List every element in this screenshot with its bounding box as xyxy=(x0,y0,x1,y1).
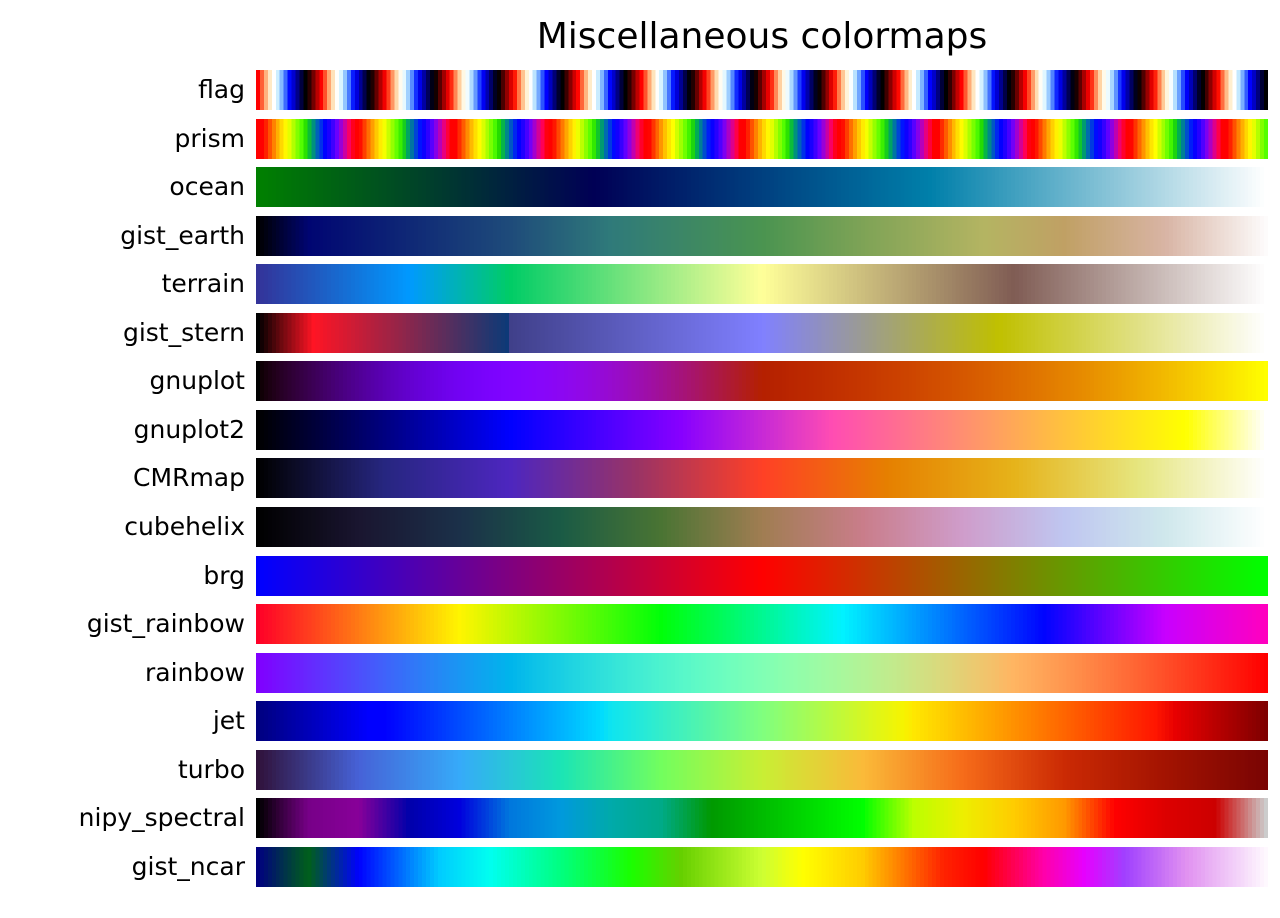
colormap-bar-ocean xyxy=(256,167,1268,208)
colormap-row: brg xyxy=(0,555,1280,596)
colormap-label: jet xyxy=(212,706,245,736)
colormap-bar-jet xyxy=(256,701,1268,742)
figure-title: Miscellaneous colormaps xyxy=(536,16,988,57)
colormap-row: cubehelix xyxy=(0,507,1280,548)
colormap-bar-brg xyxy=(256,555,1268,596)
colormap-label: gnuplot xyxy=(149,366,245,396)
colormap-bar-gist_rainbow xyxy=(256,604,1268,645)
colormap-row: gnuplot2 xyxy=(0,409,1280,450)
colormap-label: CMRmap xyxy=(133,463,245,493)
colormap-label: rainbow xyxy=(145,657,245,687)
colormap-label: gist_stern xyxy=(122,317,245,347)
colormap-row: gnuplot xyxy=(0,361,1280,402)
colormap-label: gnuplot2 xyxy=(133,414,245,444)
colormap-row: ocean xyxy=(0,167,1280,208)
colormap-bar-cubehelix xyxy=(256,507,1268,548)
colormap-bar-gnuplot xyxy=(256,361,1268,402)
colormap-row: turbo xyxy=(0,749,1280,790)
colormap-bar-rainbow xyxy=(256,652,1268,693)
colormap-row: nipy_spectral xyxy=(0,798,1280,839)
colormap-label: turbo xyxy=(177,754,245,784)
colormap-row: flag xyxy=(0,70,1280,110)
colormap-row: gist_rainbow xyxy=(0,604,1280,645)
colormap-row: gist_earth xyxy=(0,215,1280,256)
colormap-row: jet xyxy=(0,701,1280,742)
colormap-label: prism xyxy=(174,123,245,153)
colormap-row: gist_stern xyxy=(0,312,1280,353)
colormap-bar-gist_earth xyxy=(256,215,1268,256)
colormap-bar-nipy_spectral xyxy=(256,798,1268,839)
colormap-label: gist_rainbow xyxy=(86,609,245,639)
colormap-row: terrain xyxy=(0,264,1280,305)
colormap-bar-gist_ncar xyxy=(256,846,1268,887)
colormap-bar-CMRmap xyxy=(256,458,1268,499)
colormap-bar-flag xyxy=(256,70,1268,110)
colormap-label: gist_earth xyxy=(120,220,245,250)
colormap-label: terrain xyxy=(161,269,245,299)
colormap-bar-gist_stern xyxy=(256,312,1268,353)
colormap-label: ocean xyxy=(169,172,245,202)
colormap-label: nipy_spectral xyxy=(78,803,245,833)
colormap-bar-prism xyxy=(256,118,1268,159)
colormap-row: gist_ncar xyxy=(0,846,1280,887)
colormap-row: CMRmap xyxy=(0,458,1280,499)
colormap-label: gist_ncar xyxy=(131,851,245,881)
colormap-label: brg xyxy=(203,560,245,590)
colormap-row: rainbow xyxy=(0,652,1280,693)
colormap-bar-turbo xyxy=(256,749,1268,790)
colormap-bar-gnuplot2 xyxy=(256,409,1268,450)
colormap-label: cubehelix xyxy=(124,512,245,542)
colormap-row: prism xyxy=(0,118,1280,159)
colormap-bar-terrain xyxy=(256,264,1268,305)
colormap-label: flag xyxy=(198,75,245,104)
